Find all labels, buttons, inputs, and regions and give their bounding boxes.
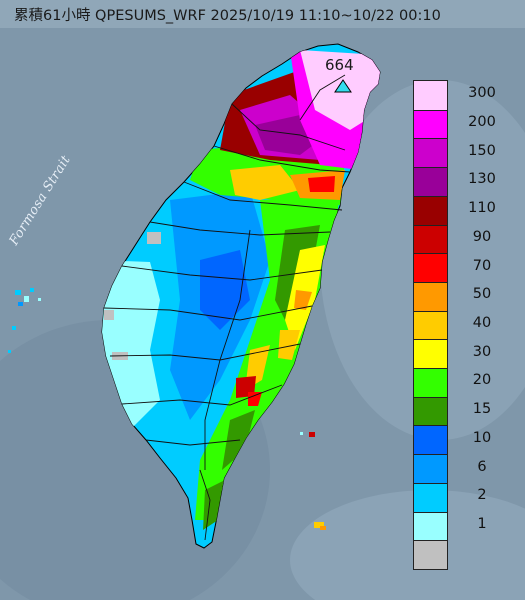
legend-swatch xyxy=(414,253,447,282)
legend-swatch xyxy=(414,109,447,139)
legend-swatch xyxy=(414,310,447,340)
legend-swatch xyxy=(414,138,447,168)
legend-label: 2 xyxy=(477,487,487,504)
legend-swatch xyxy=(414,425,447,455)
legend-label: 30 xyxy=(472,343,492,360)
legend-label: 40 xyxy=(472,315,492,331)
legend-label: 15 xyxy=(472,401,492,418)
legend-swatch xyxy=(414,511,447,541)
title-band xyxy=(0,0,525,28)
legend-swatch xyxy=(414,224,447,254)
legend-swatch xyxy=(414,339,447,369)
legend-swatch xyxy=(414,368,447,397)
county-boundaries xyxy=(103,74,351,541)
legend-swatch xyxy=(414,540,447,569)
color-legend xyxy=(413,80,448,570)
legend-swatch xyxy=(414,81,447,110)
rainfall-zones xyxy=(102,50,380,530)
legend-label: 6 xyxy=(477,458,487,475)
legend-swatch xyxy=(414,195,447,225)
legend-label: 110 xyxy=(468,200,496,217)
legend-swatch xyxy=(414,482,447,512)
legend-label: 20 xyxy=(472,372,492,389)
legend-label: 130 xyxy=(468,171,496,188)
sea-rain-specks xyxy=(8,288,326,530)
ocean-floor-shade xyxy=(290,490,525,600)
legend-label: 90 xyxy=(472,228,492,245)
map-title: 累積61小時 QPESUMS_WRF 2025/10/19 11:10~10/2… xyxy=(14,8,441,24)
legend-label: 70 xyxy=(472,257,492,274)
legend-label: 300 xyxy=(468,85,496,102)
legend-label: 1 xyxy=(477,515,487,532)
triangle-icon xyxy=(334,79,352,93)
legend-swatch xyxy=(414,454,447,483)
max-rain-value: 664 xyxy=(325,56,354,74)
legend-label: 50 xyxy=(472,286,492,303)
legend-swatch xyxy=(414,281,447,311)
legend-swatch xyxy=(414,167,447,196)
legend-label: 200 xyxy=(468,114,496,131)
legend-label: 10 xyxy=(472,429,492,446)
legend-swatch xyxy=(414,396,447,426)
legend-label: 150 xyxy=(468,142,496,159)
